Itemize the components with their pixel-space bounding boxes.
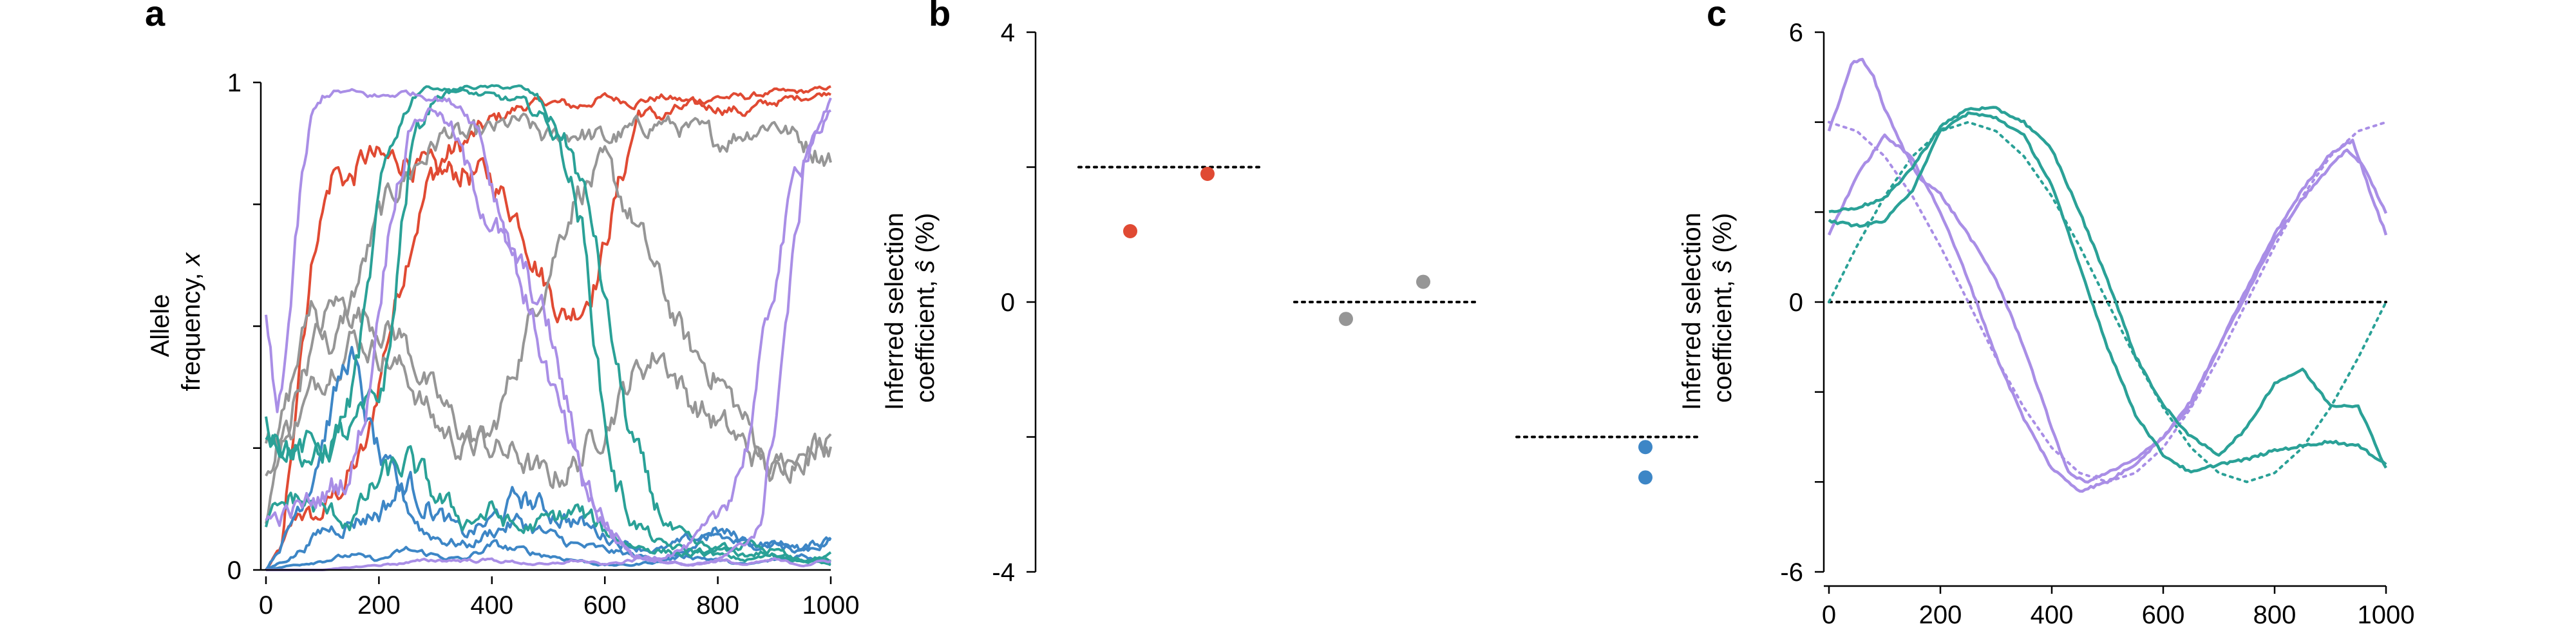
panel-c-ytick-label: 6	[1789, 19, 1803, 47]
panel-a-ytick-label: 0	[227, 556, 242, 585]
panel-c-axes: 0 200 400 600 800 1000 -6 0 6	[1780, 19, 2414, 629]
panel-b-point	[1638, 470, 1653, 485]
panel-c-inferred-series-2	[1827, 133, 2388, 493]
panel-a-trajectory-4	[265, 145, 832, 482]
panel-c-ytick-label: -6	[1780, 558, 1803, 587]
panel-b-ytick-label: -4	[992, 558, 1015, 587]
panel-c-plot-area	[1827, 57, 2388, 493]
panel-b: b Inferred selection coefficient, ŝ (%) …	[880, 0, 1698, 587]
panel-a-trajectory-3	[265, 112, 832, 477]
panel-a-trajectory-10	[265, 84, 832, 564]
panel-b-ylabel-var: ŝ	[911, 260, 940, 273]
panel-b-point	[1200, 166, 1215, 181]
panel-a-xtick-label: 400	[470, 591, 513, 620]
panel-a: a Allele frequency, x 0 200 400 600 800 10000…	[145, 0, 859, 620]
panel-b-ylabel: Inferred selection coefficient, ŝ (%)	[880, 205, 940, 410]
panel-a-trajectory-11	[265, 445, 831, 567]
panel-b-point	[1638, 440, 1653, 455]
panel-c-ylabel-line1: Inferred selection	[1678, 213, 1706, 410]
panel-c-inferred-series-3	[1828, 111, 2387, 474]
panel-c-ylabel-unit: (%)	[1709, 213, 1737, 260]
panel-b-point	[1416, 274, 1430, 289]
panel-a-ylabel-line1: Allele	[146, 294, 175, 357]
panel-a-xtick-label: 0	[259, 591, 273, 620]
panel-c-inferred-series-1	[1827, 57, 2388, 484]
panel-a-xtick-label: 800	[696, 591, 739, 620]
panel-c-ylabel-var: ŝ	[1709, 260, 1737, 273]
panel-b-axes: -4 0 4	[992, 19, 1037, 587]
panel-a-trajectory-1	[265, 85, 831, 571]
panel-b-plot-area	[1077, 166, 1698, 485]
panel-c: c Inferred selection coefficient, ŝ (%) …	[1678, 0, 2414, 629]
panel-a-letter: a	[145, 0, 166, 33]
panel-c-true-series-2	[1828, 120, 2387, 484]
panel-a-ylabel: Allele frequency, x	[146, 252, 205, 392]
panel-c-ytick-label: 0	[1789, 289, 1803, 317]
panel-b-point	[1339, 312, 1353, 327]
panel-a-ylabel-var: x	[177, 252, 205, 267]
panel-a-trajectory-9	[265, 85, 831, 563]
panel-b-ytick-label: 0	[1001, 289, 1015, 317]
panel-c-letter: c	[1707, 0, 1727, 33]
panel-a-trajectory-14	[266, 109, 832, 571]
panel-c-xtick-label: 400	[2031, 601, 2074, 629]
panel-a-xtick-label: 600	[583, 591, 627, 620]
panel-a-ylabel-line2: frequency,	[177, 266, 205, 392]
panel-b-ytick-label: 4	[1001, 19, 1015, 47]
panel-a-axes: 0 200 400 600 800 1000 0 1	[227, 69, 860, 620]
panel-a-plot-area	[265, 84, 832, 571]
panel-a-trajectory-12	[265, 88, 831, 567]
panel-c-ylabel-line2: coefficient,	[1709, 273, 1737, 403]
panel-a-trajectory-5	[265, 295, 832, 524]
panel-c-xtick-label: 1000	[2358, 601, 2415, 629]
panel-a-ytick-label: 1	[227, 69, 242, 97]
panel-c-xtick-label: 600	[2142, 601, 2185, 629]
panel-c-inferred-series-4	[1828, 106, 2387, 469]
panel-c-ylabel: Inferred selection coefficient, ŝ (%)	[1678, 205, 1737, 410]
panel-b-ylabel-line2: coefficient,	[911, 273, 940, 403]
panel-a-xtick-label: 1000	[802, 591, 860, 620]
panel-c-xtick-label: 0	[1822, 601, 1836, 629]
panel-b-ylabel-unit: (%)	[911, 213, 940, 260]
panel-c-xtick-label: 800	[2253, 601, 2297, 629]
panel-b-point	[1123, 224, 1137, 239]
panel-a-trajectory-6	[265, 346, 832, 571]
panel-c-xtick-label: 200	[1919, 601, 1962, 629]
panel-b-letter: b	[929, 0, 951, 33]
panel-a-xtick-label: 200	[357, 591, 401, 620]
panel-b-ylabel-line1: Inferred selection	[880, 213, 909, 410]
panel-a-trajectory-13	[265, 97, 832, 567]
